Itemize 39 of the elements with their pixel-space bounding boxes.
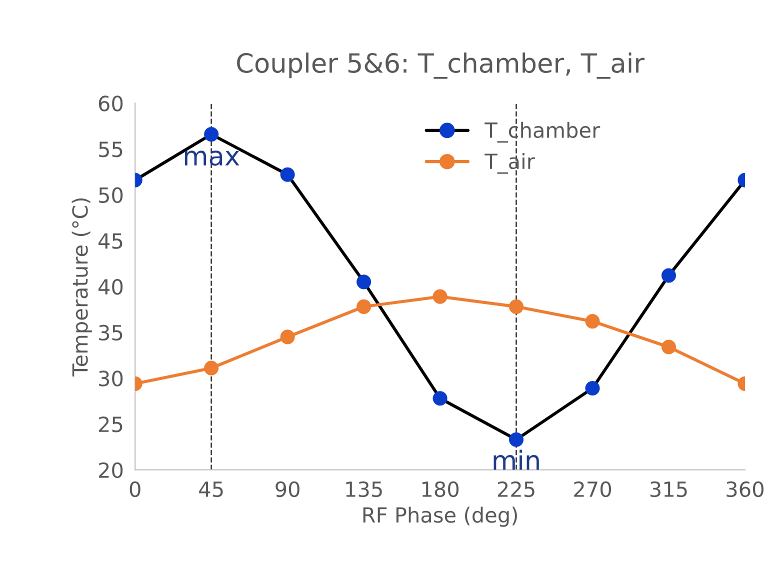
point bbox=[585, 314, 600, 329]
x-tick-label: 135 bbox=[346, 481, 382, 498]
annotation: min bbox=[494, 450, 539, 470]
y-tick-label: 55 bbox=[99, 142, 122, 158]
y-tick-label: 45 bbox=[98, 233, 122, 249]
point bbox=[280, 167, 295, 182]
x-tick-label: 45 bbox=[199, 482, 223, 498]
x-tick-label: 315 bbox=[650, 481, 687, 498]
y-tick-label: 30 bbox=[99, 370, 123, 386]
annotation: max bbox=[184, 150, 240, 166]
x-tick-label: 90 bbox=[276, 481, 300, 498]
y-tick-label: 20 bbox=[99, 462, 123, 478]
legend-label: T_chamber bbox=[484, 122, 600, 143]
point bbox=[280, 330, 295, 344]
x-tick-label: 270 bbox=[574, 481, 612, 498]
x-tick-label: 0 bbox=[130, 481, 140, 498]
y-axis-title: Temperature (°C) bbox=[72, 198, 92, 376]
x-tick-label: 180 bbox=[422, 481, 459, 498]
y-tick-label: 60 bbox=[98, 96, 123, 112]
x-axis-title: RF Phase (deg) bbox=[363, 506, 517, 527]
point bbox=[508, 299, 524, 314]
point bbox=[204, 127, 219, 142]
x-tick-label: 225 bbox=[498, 481, 534, 498]
y-tick-label: 40 bbox=[98, 278, 123, 295]
point bbox=[356, 274, 372, 290]
chart-title: Coupler 5&6: T_chamber, T_air bbox=[237, 52, 645, 79]
point bbox=[432, 391, 448, 406]
point bbox=[204, 360, 219, 376]
y-tick-label: 35 bbox=[99, 324, 122, 341]
point bbox=[661, 340, 676, 354]
x-tick-label: 360 bbox=[726, 481, 764, 498]
point bbox=[661, 268, 676, 283]
y-tick-label: 50 bbox=[99, 187, 123, 204]
point bbox=[356, 299, 372, 314]
point bbox=[432, 289, 448, 304]
legend-label: T_air bbox=[484, 153, 535, 174]
point bbox=[585, 380, 600, 396]
point bbox=[508, 432, 524, 447]
y-tick-label: 25 bbox=[99, 416, 122, 432]
